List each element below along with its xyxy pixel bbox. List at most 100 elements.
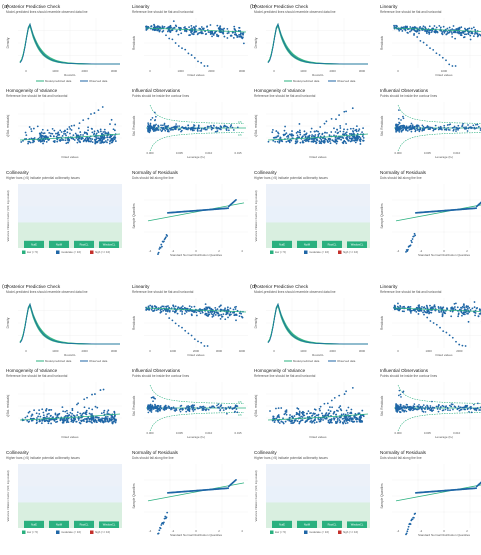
homog-point	[111, 421, 113, 423]
homog-point	[104, 137, 106, 139]
influence-point	[230, 126, 232, 128]
homog-point	[319, 410, 321, 412]
homog-point	[351, 138, 353, 140]
influence-point	[174, 126, 176, 128]
linearity-point	[443, 26, 445, 28]
influence-point	[203, 406, 205, 408]
homog-point	[28, 421, 30, 423]
homog-point	[39, 420, 41, 422]
homog-point	[325, 120, 327, 122]
influence-point	[226, 413, 228, 415]
homog-point	[337, 132, 339, 134]
influence-point	[147, 412, 149, 414]
homog-point	[88, 140, 90, 142]
linearity-point	[231, 35, 233, 37]
homog-point	[358, 130, 360, 132]
homog-point	[336, 143, 338, 145]
homog-point	[291, 130, 293, 132]
influence-point	[398, 118, 400, 120]
normality-point	[407, 528, 409, 530]
linearity-ylabel: Residuals	[380, 36, 384, 50]
ppc-xtick: 2000	[82, 349, 89, 353]
homog-point	[98, 109, 100, 111]
linearity-point	[195, 25, 197, 27]
linearity-point	[452, 65, 454, 67]
linearity-point	[410, 30, 412, 32]
homog-point	[285, 141, 287, 143]
influence-point	[226, 407, 228, 409]
influence-point	[445, 128, 447, 130]
influence-point	[150, 119, 152, 121]
linearity-point	[168, 307, 170, 309]
homog-point	[278, 142, 280, 144]
homog-point	[309, 138, 311, 140]
homog-point	[109, 419, 111, 421]
influence-point	[424, 408, 426, 410]
influence-point	[399, 129, 401, 131]
homog-point	[77, 142, 79, 144]
homog-point	[318, 414, 320, 416]
homog-point	[292, 416, 294, 418]
influence-point	[199, 130, 201, 132]
homog-point	[338, 395, 340, 397]
linearity-point	[464, 36, 466, 38]
homog-point	[91, 394, 93, 396]
influence-point	[413, 127, 415, 129]
influence-contour-label: 0.5	[238, 413, 242, 417]
influence-point	[423, 129, 425, 131]
homog-point	[335, 422, 337, 424]
linearity-point	[227, 306, 229, 308]
influence-point	[160, 406, 162, 408]
influence-point	[440, 406, 442, 408]
homog-point	[348, 140, 350, 142]
collin-bar-label: NutE	[31, 242, 37, 246]
homog-point	[349, 136, 351, 138]
linearity-point	[212, 32, 214, 34]
linearity-point	[458, 32, 460, 34]
homog-point	[85, 418, 87, 420]
homog-point	[340, 408, 342, 410]
influence-point	[445, 406, 447, 408]
homog-point	[355, 418, 357, 420]
influence-point	[448, 124, 450, 126]
influence-point	[399, 390, 401, 392]
homog-point	[71, 408, 73, 410]
influence-point	[476, 127, 478, 129]
linearity-point	[168, 26, 170, 28]
influence-point	[192, 410, 194, 412]
normality-point	[158, 529, 160, 531]
normality-xtick: -4	[397, 249, 400, 253]
homog-point	[299, 129, 301, 131]
linearity-point	[415, 311, 417, 313]
homog-point	[316, 421, 318, 423]
homog-point	[342, 418, 344, 420]
linearity-point	[238, 27, 240, 29]
influence-point	[149, 128, 151, 130]
homog-point	[50, 135, 52, 137]
influence-point	[403, 411, 405, 413]
collin-ylabel: Variance Inflation Factor (VIF, log-scal…	[254, 190, 258, 241]
influence-point	[397, 410, 399, 412]
homog-point	[42, 143, 44, 145]
linearity-point	[175, 25, 177, 27]
influence-point	[425, 411, 427, 413]
linearity-point	[474, 301, 476, 303]
collin-legend-swatch	[304, 251, 308, 255]
homog-point	[351, 420, 353, 422]
linearity-point	[169, 311, 171, 313]
influence-point	[461, 126, 463, 128]
homog-point	[20, 141, 22, 143]
homog-point	[100, 129, 102, 131]
homog-ylabel: √|Std. residuals|	[6, 394, 10, 417]
homog-point	[285, 421, 287, 423]
linearity-point	[446, 308, 448, 310]
homog-point	[337, 421, 339, 423]
linearity-point	[181, 47, 183, 49]
homog-point	[314, 419, 316, 421]
normality-title: Normality of Residuals	[132, 450, 179, 455]
ppc-xtick: 2000	[330, 349, 337, 353]
homog-point	[32, 414, 34, 416]
homog-point	[325, 415, 327, 417]
influence-point	[147, 406, 149, 408]
